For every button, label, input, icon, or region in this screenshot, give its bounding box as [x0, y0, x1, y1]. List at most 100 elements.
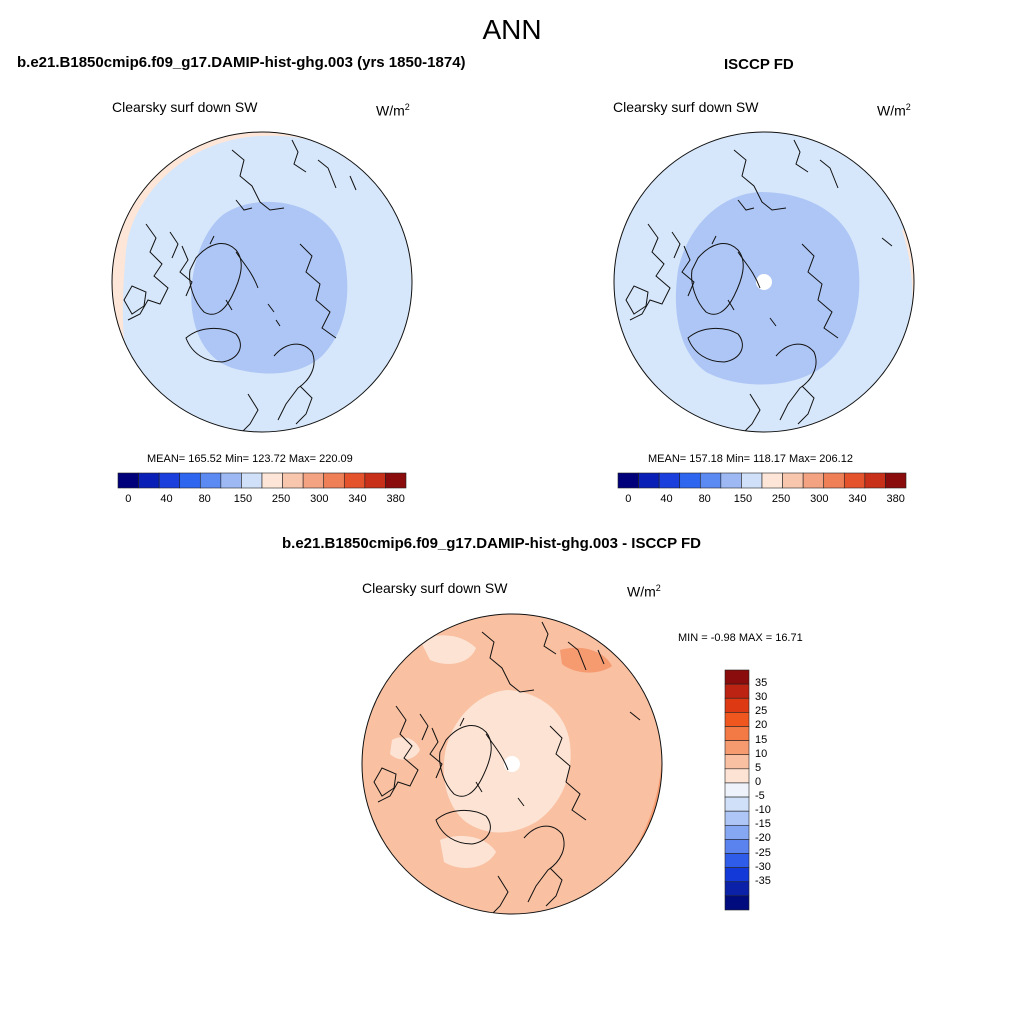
colorbar-tick-label: 340 — [348, 493, 367, 505]
colorbar-swatch — [617, 472, 639, 489]
panel2-title: ISCCP FD — [724, 56, 794, 73]
colorbar-swatch — [658, 472, 681, 489]
colorbar-swatch — [761, 472, 783, 489]
map-diff-coast-europe — [435, 810, 491, 845]
colorbar-swatch — [724, 796, 750, 812]
map-obs-coast-hudson — [625, 285, 649, 315]
map-diff-coast-north — [481, 621, 641, 721]
colorbar-tick-label: 380 — [886, 493, 905, 505]
map-obs-coast-canada — [629, 223, 695, 321]
colorbar-tick-label: -15 — [755, 818, 771, 831]
panel2-units: W/m2 — [877, 102, 911, 119]
colorbar-tick-label: 300 — [810, 493, 829, 505]
map-diff — [362, 614, 662, 914]
colorbar-swatch — [724, 824, 750, 840]
colorbar-swatch — [699, 472, 722, 489]
colorbar-swatch — [724, 853, 750, 868]
map-model-coast-siberia — [267, 243, 337, 339]
map-diff-coast-greenland-east — [459, 717, 509, 793]
colorbar-swatch — [741, 472, 763, 489]
colorbar-swatch — [364, 472, 386, 489]
colorbar-swatch — [679, 472, 701, 489]
colorbar-tick-label: 150 — [733, 493, 753, 505]
colorbar-swatch — [385, 472, 407, 489]
colorbar-swatch — [724, 782, 750, 798]
colorbar-swatch — [724, 740, 750, 756]
panel3-variable: Clearsky surf down SW — [362, 580, 508, 596]
map-model-coast-europe — [185, 328, 241, 363]
colorbar-swatch — [323, 472, 345, 489]
colorbar-swatch — [117, 472, 139, 489]
colorbar-tick-label: -30 — [755, 860, 771, 873]
map-model-band-80-150 — [191, 201, 348, 374]
colorbar-swatch — [282, 472, 304, 489]
map-diff-coast-scandinavia — [491, 825, 565, 914]
map-model-coast-greenland-east — [209, 235, 259, 311]
colorbar-swatch — [724, 712, 750, 727]
colorbar-tick-label: 150 — [233, 493, 253, 505]
map-diff-patch-3 — [440, 836, 496, 868]
colorbar-tick-label: 80 — [198, 493, 211, 505]
map-model-coast-greenland — [189, 243, 242, 315]
map-obs-coast-greenland-east — [711, 235, 761, 311]
colorbar-swatch — [179, 472, 201, 489]
panel3-title: b.e21.B1850cmip6.f09_g17.DAMIP-hist-ghg.… — [282, 535, 702, 552]
colorbar-swatch — [864, 472, 886, 489]
colorbar-tick-label: 10 — [755, 747, 768, 760]
colorbar-tick-label: 380 — [386, 493, 405, 505]
map-diff-polar-gap — [504, 756, 520, 772]
colorbar-tick-label: -5 — [755, 790, 765, 803]
panel3-stats: MIN = -0.98 MAX = 16.71 — [678, 632, 803, 644]
colorbar-tick-label: 250 — [771, 493, 791, 505]
colorbar-swatch — [885, 472, 907, 489]
colorbar-swatch — [261, 472, 283, 489]
map-model-boundary — [111, 131, 413, 433]
colorbar-tick-label: 15 — [755, 733, 768, 746]
colorbar-tick-label: -25 — [755, 846, 771, 859]
colorbar-tick-label: 30 — [755, 691, 768, 704]
colorbar-tick-label: 35 — [755, 677, 768, 690]
map-model — [112, 132, 412, 432]
map-diff-coast-greenland — [439, 725, 492, 797]
colorbar-model — [117, 472, 407, 489]
colorbar-swatch — [724, 867, 750, 883]
colorbar-swatch — [158, 472, 181, 489]
colorbar-tick-label: 340 — [848, 493, 867, 505]
panel1-title: b.e21.B1850cmip6.f09_g17.DAMIP-hist-ghg.… — [17, 54, 466, 71]
colorbar-tick-label: -35 — [755, 874, 771, 887]
map-obs-coast-north — [733, 139, 893, 247]
colorbar-tick-label: -20 — [755, 832, 771, 845]
map-obs — [614, 132, 914, 432]
colorbar-swatch — [724, 895, 750, 911]
colorbar-swatch — [720, 472, 742, 489]
colorbar-tick-label: -10 — [755, 804, 771, 817]
map-obs-coast-europe — [687, 328, 743, 363]
colorbar-swatch — [724, 839, 750, 854]
colorbar-swatch — [220, 472, 242, 489]
colorbar-swatch — [724, 726, 750, 741]
map-diff-coast-canada — [377, 705, 443, 803]
colorbar-swatch — [724, 768, 750, 784]
map-diff-patch-2 — [390, 737, 420, 760]
map-obs-coast-siberia — [769, 243, 839, 339]
map-obs-edge-right — [902, 220, 914, 330]
colorbar-swatch — [724, 881, 750, 897]
colorbar-tick-label: 0 — [755, 775, 762, 788]
panel2-stats: MEAN= 157.18 Min= 118.17 Max= 206.12 — [648, 453, 853, 465]
panel3-units: W/m2 — [627, 583, 661, 600]
colorbar-tick-label: 5 — [755, 761, 762, 774]
colorbar-tick-label: 0 — [625, 493, 632, 505]
colorbar-swatch — [724, 754, 750, 770]
colorbar-swatch — [802, 472, 825, 489]
colorbar-swatch — [724, 669, 750, 685]
colorbar-tick-label: 250 — [271, 493, 291, 505]
colorbar-swatch — [724, 697, 750, 713]
map-diff-patch-1 — [420, 635, 476, 664]
colorbar-tick-label: 20 — [755, 719, 768, 732]
map-model-coast-scandinavia — [241, 343, 315, 432]
colorbar-tick-label: 25 — [755, 705, 768, 718]
map-diff-coast-siberia — [517, 725, 587, 821]
colorbar-tick-label: 40 — [660, 493, 673, 505]
figure-title: ANN — [482, 14, 542, 45]
